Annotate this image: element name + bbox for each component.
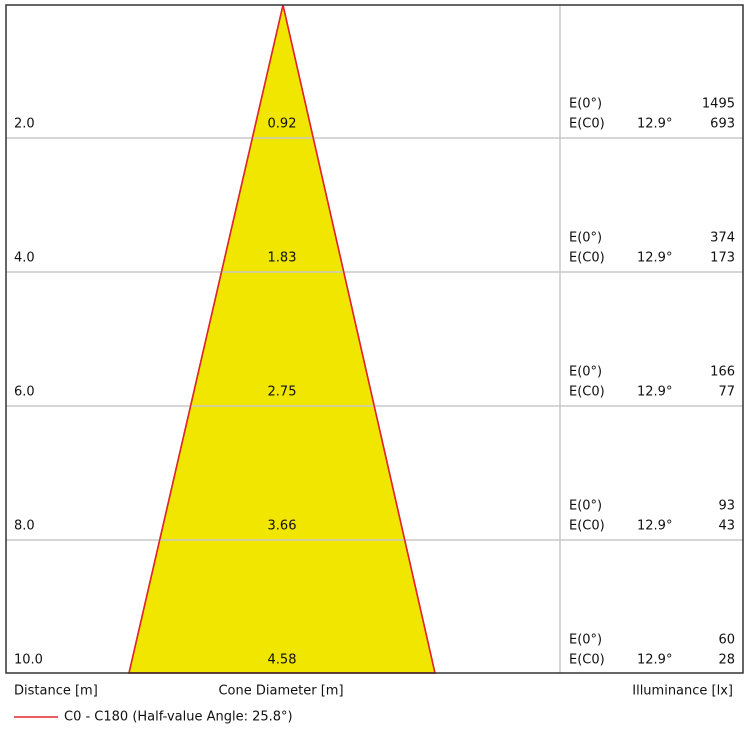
e0-label: E(0°) — [569, 231, 602, 246]
e0-label: E(0°) — [569, 633, 602, 648]
cone-diameter: 4.58 — [268, 653, 297, 668]
distance: 10.0 — [14, 653, 43, 668]
e0-label: E(0°) — [569, 97, 602, 112]
ec0-label: E(C0) — [569, 653, 605, 668]
e0-label: E(0°) — [569, 365, 602, 380]
ec0-label: E(C0) — [569, 385, 605, 400]
legend-text: C0 - C180 (Half-value Angle: 25.8°) — [64, 710, 293, 725]
e0-value: 374 — [710, 231, 735, 246]
ec0-value: 77 — [718, 385, 735, 400]
angle: 12.9° — [637, 251, 672, 266]
ec0-value: 43 — [718, 519, 735, 534]
angle: 12.9° — [637, 117, 672, 132]
angle: 12.9° — [637, 385, 672, 400]
distance: 4.0 — [14, 251, 35, 266]
e0-value: 93 — [718, 499, 735, 514]
ec0-value: 173 — [710, 251, 735, 266]
ec0-label: E(C0) — [569, 117, 605, 132]
e0-value: 60 — [718, 633, 735, 648]
diameter-label: Cone Diameter [m] — [218, 684, 343, 699]
illuminance-label: Illuminance [lx] — [632, 684, 733, 699]
ec0-value: 28 — [718, 653, 735, 668]
angle: 12.9° — [637, 653, 672, 668]
light-cone — [128, 4, 436, 674]
cone-diameter: 3.66 — [268, 519, 297, 534]
distance-label: Distance [m] — [14, 684, 98, 699]
distance: 6.0 — [14, 385, 35, 400]
ec0-label: E(C0) — [569, 251, 605, 266]
e0-label: E(0°) — [569, 499, 602, 514]
distance: 8.0 — [14, 519, 35, 534]
cone-diameter: 0.92 — [268, 117, 297, 132]
distance: 2.0 — [14, 117, 35, 132]
cone-diameter: 2.75 — [268, 385, 297, 400]
ec0-label: E(C0) — [569, 519, 605, 534]
e0-value: 166 — [710, 365, 735, 380]
frame — [5, 4, 744, 674]
cone-diameter: 1.83 — [268, 251, 297, 266]
e0-value: 1495 — [702, 97, 735, 112]
ec0-value: 693 — [710, 117, 735, 132]
angle: 12.9° — [637, 519, 672, 534]
